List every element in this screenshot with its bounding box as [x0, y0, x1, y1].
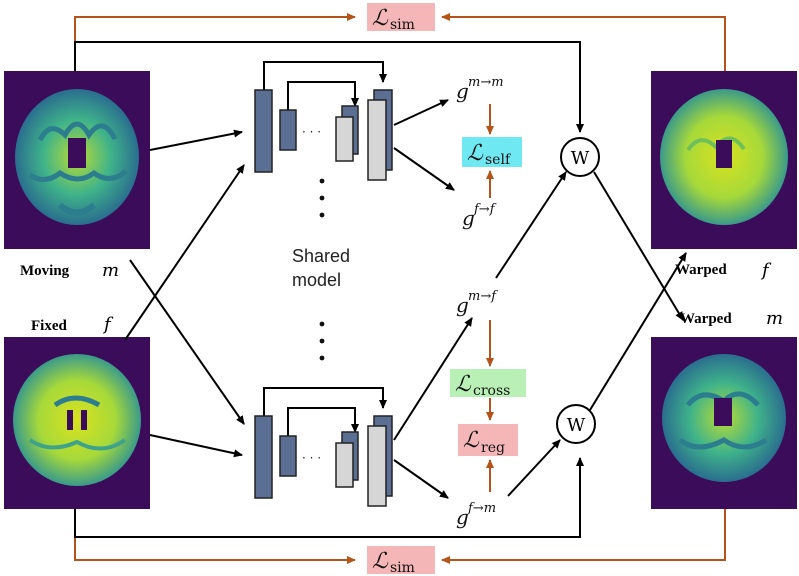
svg-text:m→f: m→f — [468, 289, 498, 304]
svg-text:ℒ: ℒ — [372, 549, 389, 574]
warped-m-image — [651, 337, 797, 509]
moving-label: Moving — [20, 263, 70, 279]
warped-m-var: m — [766, 308, 783, 329]
warp-node-bottom: W — [556, 404, 596, 444]
svg-text:g: g — [456, 505, 469, 529]
moving-image — [4, 71, 150, 249]
svg-text:sim: sim — [390, 560, 415, 576]
svg-text:· · ·: · · · — [302, 125, 321, 139]
warped-f-var: f — [760, 260, 772, 281]
moving-var: m — [102, 260, 119, 281]
vertical-dots — [319, 178, 325, 361]
shared-model-line1: Shared — [292, 246, 350, 266]
loss-sim-bottom: ℒ sim — [367, 546, 435, 576]
skip-bottom — [74, 457, 584, 538]
svg-text:g: g — [456, 293, 469, 317]
field-g-mf: g m→f — [456, 289, 498, 317]
svg-text:g: g — [462, 206, 475, 230]
svg-text:reg: reg — [481, 440, 505, 456]
field-to-warp — [495, 171, 567, 497]
loss-cross: ℒ cross — [450, 320, 526, 399]
svg-text:W: W — [567, 415, 586, 436]
warped-f-image — [651, 71, 797, 249]
warp-outputs — [589, 171, 687, 411]
svg-text:sim: sim — [390, 17, 415, 33]
unet-top: · · · — [254, 61, 393, 181]
loss-sim-top: ℒ sim — [367, 3, 435, 33]
svg-text:ℒ: ℒ — [455, 372, 472, 397]
svg-text:W: W — [571, 148, 590, 169]
svg-text:self: self — [485, 152, 512, 168]
svg-text:ℒ: ℒ — [372, 6, 389, 31]
svg-text:· · ·: · · · — [302, 451, 321, 465]
warped-m-label: Warped — [680, 311, 732, 327]
svg-text:ℒ: ℒ — [463, 428, 480, 453]
field-g-mm: g m→m — [456, 75, 504, 103]
warp-node-top: W — [560, 137, 600, 177]
svg-text:f→f: f→f — [473, 202, 497, 217]
svg-text:cross: cross — [473, 383, 510, 399]
svg-text:m→m: m→m — [468, 75, 504, 90]
output-arrows — [393, 99, 473, 499]
svg-text:g: g — [456, 79, 469, 103]
loss-self: ℒ self — [462, 104, 522, 198]
fixed-image — [4, 337, 150, 509]
svg-text:f→m: f→m — [467, 501, 496, 516]
loss-reg: ℒ reg — [458, 398, 518, 492]
input-arrows — [124, 129, 245, 458]
unet-bottom: · · · — [254, 387, 393, 507]
skip-top — [74, 41, 584, 133]
field-g-ff: g f→f — [462, 202, 497, 230]
svg-text:ℒ: ℒ — [467, 141, 484, 166]
field-g-fm: g f→m — [456, 501, 496, 529]
fixed-var: f — [102, 314, 114, 335]
fixed-label: Fixed — [31, 318, 67, 334]
shared-model-line2: model — [292, 270, 341, 290]
warped-f-label: Warped — [675, 262, 727, 278]
